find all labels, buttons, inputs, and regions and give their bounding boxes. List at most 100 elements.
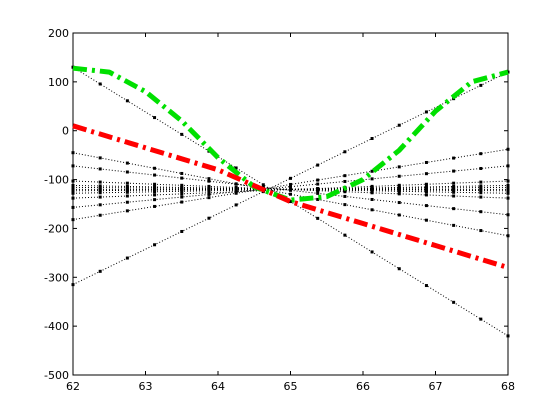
dotted-line-0-marker [234, 203, 238, 207]
dotted-line-9-marker [479, 195, 483, 199]
plot-area [72, 32, 509, 376]
dotted-line-0-marker [370, 137, 374, 141]
dotted-line-12-marker [71, 65, 75, 69]
x-tick-label: 68 [501, 380, 515, 393]
dotted-line-2-marker [343, 179, 347, 183]
dotted-line-0-marker [180, 229, 184, 233]
x-tick-label: 62 [66, 380, 80, 393]
dotted-line-10-marker [289, 188, 292, 192]
dotted-line-11-marker [506, 234, 510, 238]
dotted-line-2-marker [180, 195, 184, 199]
dotted-line-9-marker [452, 194, 456, 198]
dotted-line-12-marker [261, 183, 265, 187]
dotted-line-3-marker [98, 195, 102, 199]
dotted-line-7-marker [506, 189, 510, 193]
dotted-line-11-marker [180, 171, 184, 175]
series-layer [72, 65, 509, 270]
dotted-line-3-marker [424, 182, 428, 186]
dotted-line-2-marker [98, 203, 102, 207]
dotted-line-1-marker [289, 182, 292, 186]
dotted-line-11-marker [479, 229, 483, 233]
dotted-line-12-marker [343, 233, 347, 237]
dotted-line-2-marker [125, 200, 129, 204]
dotted-line-10-marker [397, 201, 401, 205]
dotted-line-7-marker [424, 188, 428, 192]
dotted-line-5-marker [452, 186, 456, 190]
dotted-line-3-marker [479, 180, 483, 184]
dotted-line-0-marker [316, 163, 320, 167]
dotted-line-2-marker [207, 192, 211, 196]
dotted-line-11 [72, 152, 509, 237]
dotted-line-4-marker [125, 190, 129, 194]
dotted-line-12-marker [479, 317, 483, 321]
dotted-line-4-marker [98, 191, 102, 195]
dotted-line-1-marker [98, 213, 102, 217]
dotted-line-3-marker [207, 191, 211, 195]
dotted-line-10-marker [98, 167, 102, 171]
dotted-line-9-marker [98, 180, 102, 184]
dotted-line-8-marker [506, 191, 510, 195]
dotted-line-4-marker [153, 190, 157, 194]
dotted-line-8-marker [370, 189, 374, 193]
x-tick-label: 63 [139, 380, 153, 393]
dotted-line-7 [72, 186, 509, 192]
x-tick-label: 64 [211, 380, 225, 393]
dotted-line-11-marker [343, 203, 347, 207]
x-tick-label: 66 [356, 380, 370, 393]
dotted-line-12-marker [234, 166, 238, 170]
dotted-line-8-marker [98, 184, 102, 188]
x-tick-label: 65 [284, 380, 298, 393]
dotted-line-10-marker [125, 170, 129, 174]
dotted-line-6-marker [71, 187, 75, 191]
dotted-lines-layer [71, 65, 510, 338]
dotted-line-2-marker [316, 182, 320, 186]
dotted-line-9-marker [71, 179, 75, 183]
dotted-line-2-marker [479, 166, 483, 170]
dotted-line-12-marker [125, 99, 129, 103]
dotted-line-10-marker [506, 213, 510, 217]
dotted-line-7-marker [71, 185, 75, 189]
dotted-line-10-marker [207, 179, 211, 183]
y-tick-label: -100 [44, 174, 69, 187]
dotted-line-3-marker [180, 192, 184, 196]
dotted-line-1-marker [125, 209, 129, 213]
dotted-line-0-marker [125, 256, 129, 260]
dotted-line-3-marker [506, 179, 510, 183]
dotted-line-11-marker [153, 166, 157, 170]
dotted-line-4 [72, 184, 509, 194]
dotted-line-2-marker [397, 174, 401, 178]
dotted-line-2-marker [424, 172, 428, 176]
dotted-line-12-marker [424, 284, 428, 288]
dotted-line-9-marker [506, 196, 510, 200]
dotted-line-11-marker [71, 151, 75, 155]
dotted-line-11-marker [289, 192, 292, 196]
dotted-line-12-marker [153, 116, 157, 120]
dotted-line-0-marker [397, 123, 401, 127]
dotted-line-10-marker [153, 173, 157, 177]
y-tick-label: -300 [44, 271, 69, 284]
dotted-line-12-marker [397, 267, 401, 271]
dotted-line-12-marker [370, 250, 374, 254]
dotted-line-9-marker [316, 189, 320, 193]
y-tick-label: 100 [48, 76, 69, 89]
dotted-line-12-marker [98, 82, 102, 86]
dotted-line-9-marker [397, 192, 401, 196]
dotted-line-10-marker [180, 176, 184, 180]
ticks-layer: 62 63 64 65 66 67 68 -500 -400 -300 -200 -100 0 100 20… [44, 27, 515, 393]
dotted-line-9-marker [153, 182, 157, 186]
dotted-line-8-marker [153, 185, 157, 189]
dotted-line-9-marker [343, 190, 347, 194]
y-tick-label: -200 [44, 222, 69, 235]
dotted-line-2-marker [452, 169, 456, 173]
dotted-line-11-marker [452, 223, 456, 227]
dotted-line-10-marker [479, 210, 483, 214]
dotted-line-1-marker [397, 165, 401, 169]
dotted-line-0-marker [424, 110, 428, 114]
y-tick-label: -500 [44, 369, 69, 382]
dotted-line-10-marker [452, 207, 456, 211]
y-tick-label: 0 [62, 125, 69, 138]
dotted-line-11-marker [234, 182, 238, 186]
dotted-line-12-marker [452, 300, 456, 304]
dotted-line-1-marker [452, 156, 456, 160]
dotted-line-0-marker [207, 216, 211, 220]
